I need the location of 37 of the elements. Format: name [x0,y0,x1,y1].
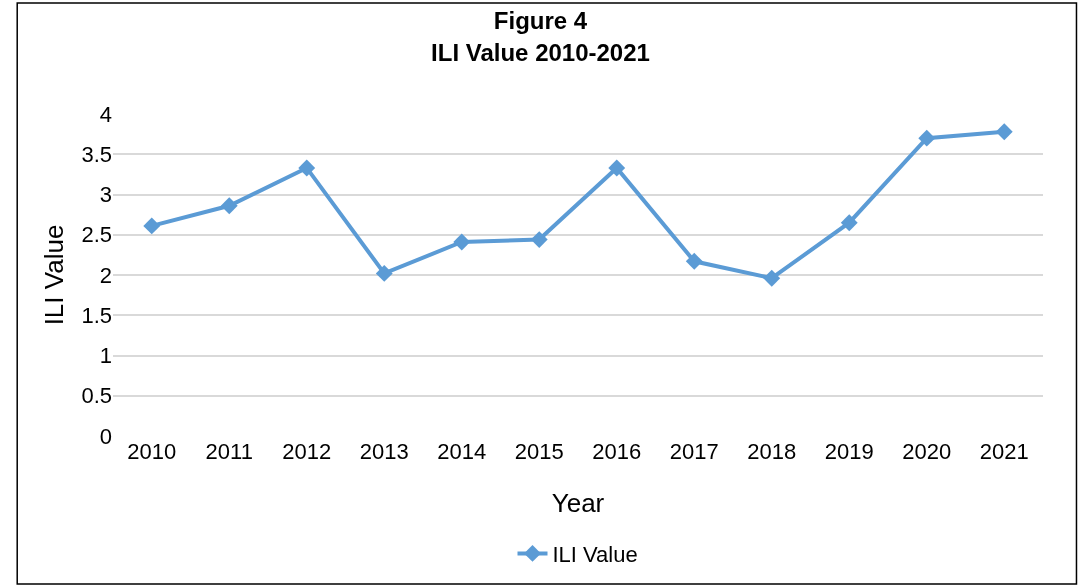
point [608,159,626,177]
x-tick-label: 2014 [437,439,487,464]
point [763,269,781,287]
y-tick-label: 0 [99,423,112,449]
y-tick-label: 4 [99,101,112,127]
point [840,214,858,232]
y-tick-label: 3.5 [81,141,112,167]
point [453,233,471,251]
legend-label: ILI Value [552,541,638,567]
point [685,252,703,270]
y-tick-label: 1.5 [81,302,112,328]
point [995,123,1013,141]
y-axis-title: ILI Value [38,224,69,326]
x-tick-label: 2015 [514,439,564,464]
point [220,197,238,215]
chart-title: Figure 4 ILI Value 2010-2021 [431,7,650,66]
y-tick-label: 1 [99,343,112,369]
x-tick-label: 2010 [127,439,177,464]
x-tick-label: 2013 [359,439,409,464]
point [298,159,316,177]
x-tick-label: 2021 [979,439,1029,464]
point [143,217,161,235]
x-tick-label: 2018 [747,439,797,464]
y-tick-label: 2.5 [81,222,112,248]
x-tick-label: 2017 [669,439,719,464]
x-tick-label: 2019 [824,439,874,464]
x-tick-label: 2012 [282,439,332,464]
x-tick-label: 2016 [592,439,642,464]
y-tick-label: 3 [99,182,112,208]
x-tick-label: 2011 [205,439,253,464]
y-tick-label: 2 [99,262,112,288]
y-tick-label: 0.5 [81,383,112,409]
x-tick-label: 2020 [902,439,952,464]
point [375,264,393,282]
x-axis-title: Year [551,487,605,518]
point [918,129,936,147]
point [530,231,548,249]
